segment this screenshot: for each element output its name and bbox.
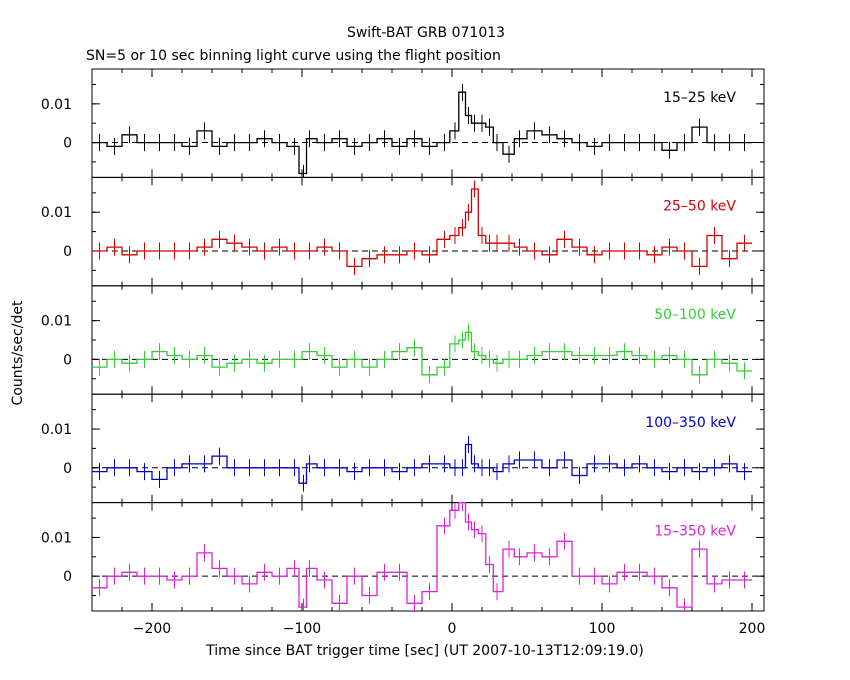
x-tick-label: 100 bbox=[589, 621, 616, 637]
panel-frame bbox=[91, 285, 765, 395]
y-tick-label: 0 bbox=[63, 569, 72, 585]
panel-frame bbox=[91, 68, 765, 178]
panel-5: 0 0.01 15–350 keV −200 −100 0 100 200 bbox=[41, 501, 766, 637]
series-step-line bbox=[92, 188, 752, 268]
y-tick-label: 0 bbox=[63, 244, 72, 260]
x-axis-label: Time since BAT trigger time [sec] (UT 20… bbox=[205, 643, 644, 659]
panels-group: 0 0.01 15–25 keV 0 0.01 25–50 keV 0 0.01 50–100 … bbox=[41, 68, 766, 637]
series-step-line bbox=[92, 91, 752, 175]
y-tick-label: 0 bbox=[63, 352, 72, 368]
x-tick-label: 0 bbox=[448, 621, 457, 637]
panel-1: 0 0.01 15–25 keV bbox=[41, 68, 765, 178]
y-axis-label: Counts/sec/det bbox=[10, 300, 26, 405]
panel-frame bbox=[91, 502, 765, 612]
y-tick-label: 0.01 bbox=[41, 314, 72, 330]
chart-title: Swift-BAT GRB 071013 bbox=[347, 25, 505, 41]
chart-subtitle: SN=5 or 10 sec binning light curve using… bbox=[86, 48, 501, 64]
y-tick-label: 0.01 bbox=[41, 97, 72, 113]
panel-3: 0 0.01 50–100 keV bbox=[41, 285, 765, 395]
y-tick-label: 0 bbox=[63, 136, 72, 152]
panel-frame bbox=[91, 176, 765, 287]
y-tick-label: 0 bbox=[63, 461, 72, 477]
y-tick-label: 0.01 bbox=[41, 422, 72, 438]
series-step-line bbox=[92, 501, 752, 608]
series-step-line bbox=[92, 331, 752, 376]
energy-band-label: 100–350 keV bbox=[645, 415, 736, 431]
energy-band-label: 25–50 keV bbox=[663, 198, 736, 214]
energy-band-label: 15–350 keV bbox=[654, 524, 736, 540]
x-tick-label: 200 bbox=[739, 621, 766, 637]
x-tick-label: −100 bbox=[283, 621, 321, 637]
y-tick-label: 0.01 bbox=[41, 530, 72, 546]
x-tick-label: −200 bbox=[133, 621, 171, 637]
panel-4: 0 0.01 100–350 keV bbox=[41, 393, 765, 504]
series-step-line bbox=[92, 443, 752, 484]
y-tick-label: 0.01 bbox=[41, 205, 72, 221]
panel-frame bbox=[91, 393, 765, 504]
energy-band-label: 15–25 keV bbox=[663, 90, 736, 106]
panel-2: 0 0.01 25–50 keV bbox=[41, 176, 765, 287]
energy-band-label: 50–100 keV bbox=[654, 307, 736, 323]
